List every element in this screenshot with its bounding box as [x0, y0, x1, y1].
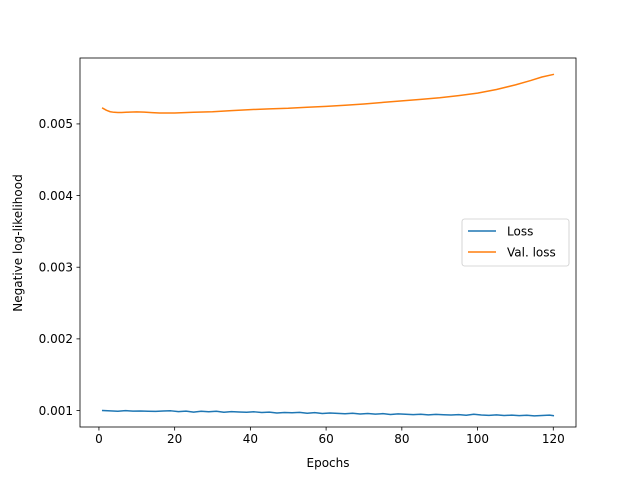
y-tick-label-4: 0.005: [39, 117, 73, 131]
legend-label-0: Loss: [507, 224, 533, 238]
x-tick-label-2: 40: [243, 432, 258, 446]
x-tick-label-1: 20: [167, 432, 182, 446]
x-tick-label-0: 0: [95, 432, 103, 446]
y-tick-label-2: 0.003: [39, 261, 73, 275]
x-tick-label-6: 120: [542, 432, 565, 446]
y-axis-label: Negative log-likelihood: [11, 174, 25, 311]
y-tick-label-0: 0.001: [39, 404, 73, 418]
series-line-0: [101, 409, 555, 417]
legend-label-1: Val. loss: [507, 245, 556, 259]
y-tick-label-1: 0.002: [39, 332, 73, 346]
plot-frame: [79, 57, 577, 428]
x-tick-label-4: 80: [394, 432, 409, 446]
series-layer: [101, 73, 555, 417]
x-axis-label: Epochs: [307, 456, 350, 470]
axes-layer: 0 20 40 60 80 100 120 0.001 0.002 0.003 0.004 0.005: [39, 57, 577, 446]
series-line-1: [101, 73, 555, 114]
x-tick-label-5: 100: [466, 432, 489, 446]
x-tick-label-3: 60: [318, 432, 333, 446]
legend: Loss Val. loss: [461, 218, 570, 267]
y-tick-label-3: 0.004: [39, 189, 73, 203]
